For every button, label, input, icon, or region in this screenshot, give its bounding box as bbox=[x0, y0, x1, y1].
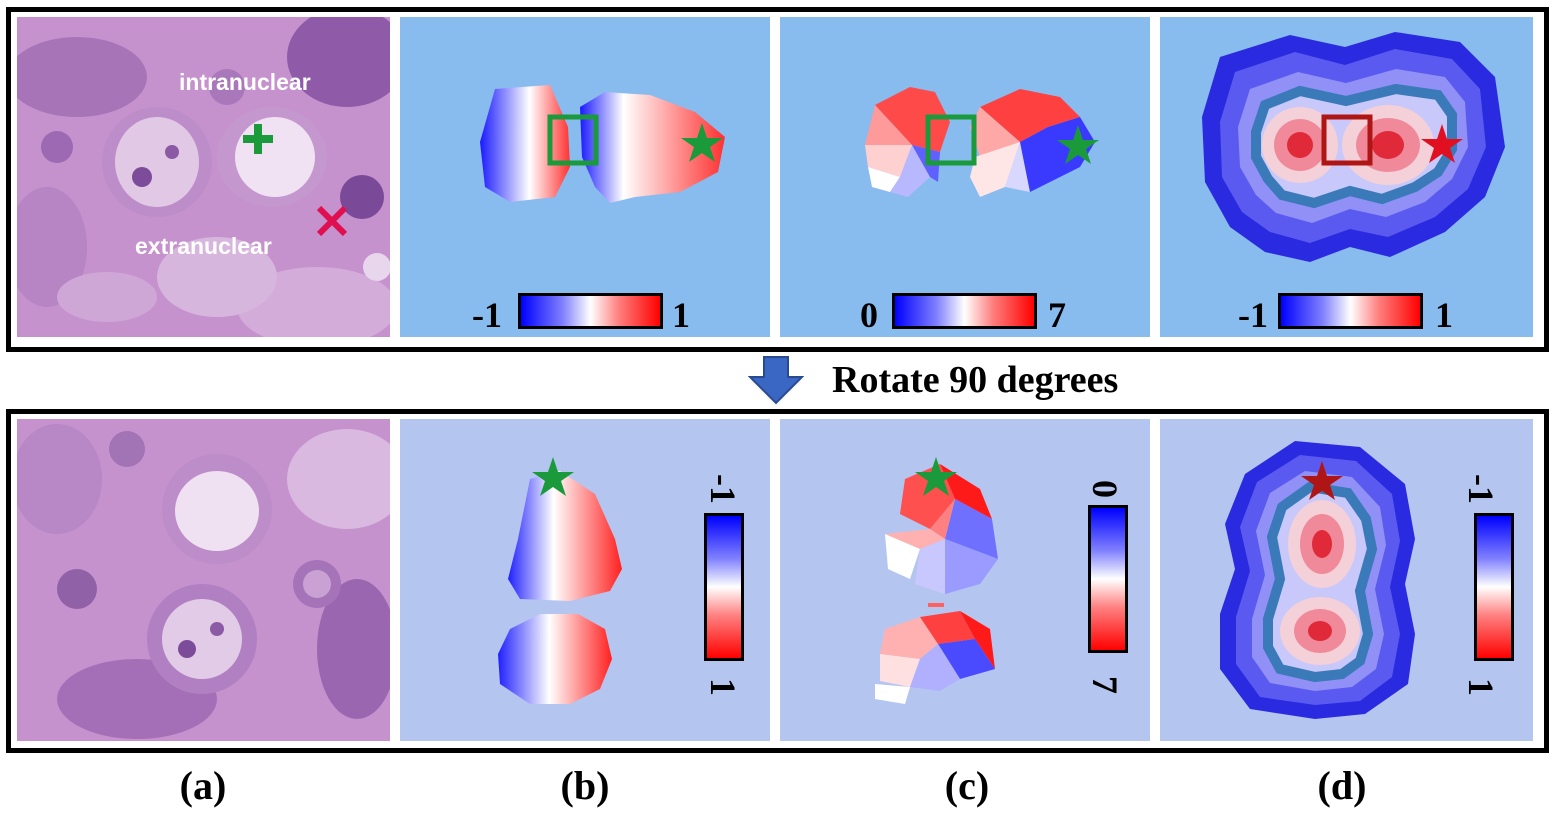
colorbar-max-label: 1 bbox=[1435, 295, 1453, 335]
colorbar-min-label: -1 bbox=[1238, 295, 1268, 335]
top-figure-frame bbox=[6, 7, 1549, 352]
colorbar-max-label: 7 bbox=[1085, 676, 1125, 694]
rotation-label: Rotate 90 degrees bbox=[832, 359, 1119, 401]
colorbar-max-label: 1 bbox=[1461, 678, 1501, 696]
panel-label-d: (d) bbox=[1317, 763, 1367, 808]
star-marker-icon bbox=[1301, 461, 1343, 500]
extranuclear-label: extranuclear bbox=[135, 233, 272, 259]
colorbar bbox=[518, 293, 663, 329]
colorbar-min-label: -1 bbox=[472, 295, 502, 335]
down-arrow-icon bbox=[748, 356, 804, 405]
top-panel-b: -1 1 bbox=[400, 17, 770, 337]
colorbar-min-label: -1 bbox=[1461, 474, 1501, 504]
colorbar-max-label: 7 bbox=[1048, 295, 1066, 335]
colorbar bbox=[1088, 505, 1128, 653]
colorbar-max-label: 1 bbox=[672, 295, 690, 335]
plus-marker-icon bbox=[243, 124, 273, 154]
colorbar bbox=[1278, 293, 1423, 329]
panel-label-a: (a) bbox=[179, 763, 227, 808]
star-marker-icon bbox=[1057, 125, 1099, 164]
colorbar-max-label: 1 bbox=[703, 678, 743, 696]
intranuclear-label: intranuclear bbox=[179, 69, 311, 95]
star-marker-icon bbox=[1421, 124, 1463, 163]
top-panel-d: -1 1 bbox=[1160, 17, 1533, 337]
top-histology-image: intranuclear extranuclear bbox=[17, 17, 390, 337]
colorbar bbox=[704, 513, 744, 661]
star-marker-icon bbox=[532, 457, 574, 496]
colorbar-min-label: -1 bbox=[703, 474, 743, 504]
cross-marker-icon bbox=[316, 205, 348, 237]
bottom-panel-d: -1 1 bbox=[1160, 419, 1533, 741]
bottom-histology-image bbox=[17, 419, 390, 741]
colorbar bbox=[1474, 513, 1514, 661]
top-panel-c: 0 7 bbox=[780, 17, 1150, 337]
bottom-panel-c: 0 7 bbox=[780, 419, 1150, 741]
bottom-panel-b: -1 1 bbox=[400, 419, 770, 741]
colorbar-min-label: 0 bbox=[860, 295, 878, 335]
star-marker-icon bbox=[681, 123, 723, 162]
star-marker-icon bbox=[915, 457, 957, 496]
panel-label-b: (b) bbox=[560, 763, 610, 808]
bottom-figure-frame bbox=[6, 409, 1549, 753]
panel-label-c: (c) bbox=[944, 763, 990, 808]
colorbar bbox=[892, 293, 1037, 329]
